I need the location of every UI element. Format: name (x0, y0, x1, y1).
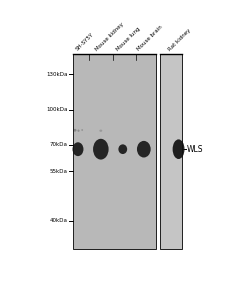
Text: Mouse lung: Mouse lung (116, 26, 141, 52)
Ellipse shape (137, 141, 151, 158)
Text: 40kDa: 40kDa (50, 218, 68, 223)
Text: 130kDa: 130kDa (46, 72, 68, 76)
Text: 55kDa: 55kDa (50, 169, 68, 174)
Ellipse shape (99, 130, 102, 132)
Text: Mouse kidney: Mouse kidney (95, 21, 125, 52)
FancyBboxPatch shape (160, 55, 182, 248)
FancyBboxPatch shape (73, 55, 156, 248)
Ellipse shape (73, 129, 76, 132)
Text: Mouse brain: Mouse brain (136, 24, 163, 52)
Ellipse shape (93, 139, 109, 160)
Text: Rat kidney: Rat kidney (168, 27, 192, 52)
Text: 100kDa: 100kDa (46, 107, 68, 112)
Text: 70kDa: 70kDa (50, 142, 68, 147)
Ellipse shape (173, 140, 185, 159)
Text: SH-SY5Y: SH-SY5Y (74, 32, 94, 52)
Ellipse shape (81, 129, 83, 131)
Ellipse shape (77, 130, 80, 132)
Ellipse shape (118, 144, 127, 154)
Text: WLS: WLS (187, 145, 203, 154)
Ellipse shape (72, 142, 84, 156)
